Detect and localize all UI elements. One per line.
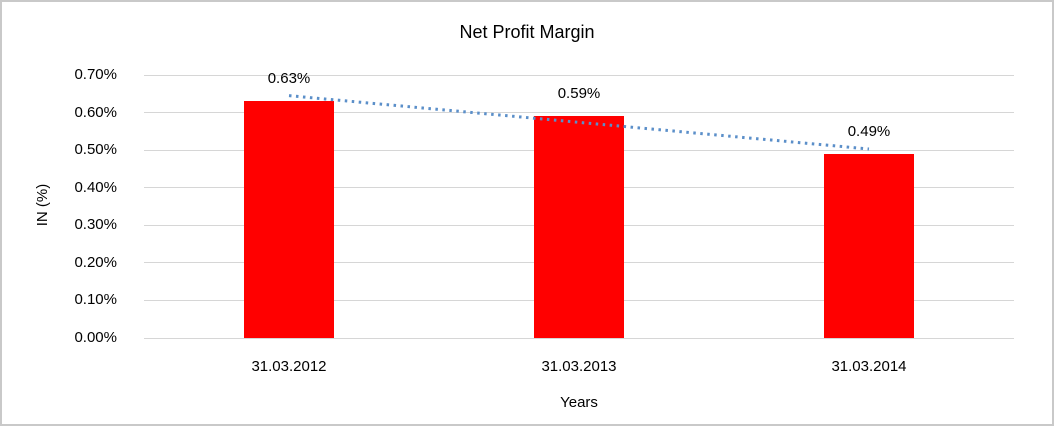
y-tick-label: 0.50% [74,141,117,159]
x-category-label: 31.03.2013 [541,358,617,375]
y-tick-label: 0.40% [74,178,117,196]
gridline [144,337,1014,339]
bar [534,116,624,338]
y-tick-label: 0.70% [74,66,117,83]
chart-title: Net Profit Margin [459,22,595,42]
bar [244,101,334,338]
bar-value-label: 0.59% [557,85,601,103]
bar-value-label: 0.63% [267,70,311,88]
y-tick-label: 0.00% [74,329,117,346]
gridline [144,74,1014,76]
y-tick-label: 0.60% [74,103,117,121]
x-axis-title: Years [560,394,598,411]
bar-value-label: 0.49% [847,122,891,140]
x-category-label: 31.03.2012 [251,358,327,375]
bar [824,153,914,338]
y-tick-label: 0.30% [74,216,117,234]
plot-area [144,74,1014,339]
y-axis-title: IN (%) [34,183,51,227]
x-category-label: 31.03.2014 [831,358,907,375]
y-tick-label: 0.10% [74,291,117,309]
y-tick-label: 0.20% [74,253,117,271]
